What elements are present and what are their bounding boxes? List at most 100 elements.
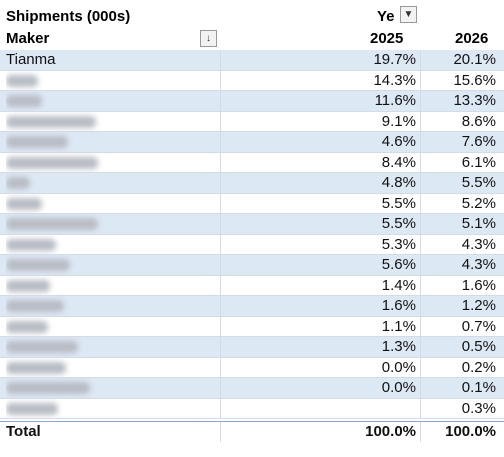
table-cell — [6, 71, 220, 91]
blurred-name — [6, 136, 68, 148]
total-cell: 100.0% — [220, 422, 420, 442]
table-cell: 13.3% — [420, 91, 504, 111]
table-cell: 5.3% — [220, 234, 420, 254]
table-cell: 15.6% — [420, 70, 504, 90]
blurred-name — [6, 218, 98, 230]
table-row: 1.1% 0.7% — [0, 316, 504, 337]
blurred-name — [6, 238, 56, 251]
table-cell: 5.2% — [420, 193, 504, 213]
table-cell: 19.7% — [220, 50, 420, 70]
blurred-name — [6, 402, 58, 415]
blurred-name — [6, 197, 42, 210]
table-row: 9.1% 8.6% — [0, 111, 504, 132]
table-cell — [6, 153, 220, 173]
blurred-name — [6, 259, 70, 271]
table-cell: 5.5% — [220, 193, 420, 213]
blurred-name — [6, 382, 90, 394]
table-cell: 4.3% — [420, 255, 504, 275]
table-cell: 1.2% — [420, 296, 504, 316]
table-title: Shipments (000s) — [6, 8, 131, 25]
table-cell: 8.6% — [420, 111, 504, 131]
table-cell — [6, 194, 220, 214]
table-cell: 4.8% — [220, 173, 420, 193]
blurred-name — [6, 279, 50, 292]
table-row: 8.4% 6.1% — [0, 152, 504, 173]
table-row: 14.3% 15.6% — [0, 70, 504, 91]
table-row: 0.3% — [0, 398, 504, 419]
blurred-name — [6, 300, 64, 312]
table-cell: 1.4% — [220, 275, 420, 295]
table-cell — [6, 235, 220, 255]
table-cell: 4.3% — [420, 234, 504, 254]
table-row: 11.6% 13.3% — [0, 91, 504, 112]
filter-button[interactable]: ▼ — [400, 6, 417, 23]
table-cell — [220, 398, 420, 418]
table-cell — [6, 276, 220, 296]
blurred-name — [6, 74, 38, 87]
table-cell — [6, 112, 220, 132]
table-cell: 9.1% — [220, 111, 420, 131]
table-cell: 0.1% — [420, 378, 504, 398]
table-row: 1.4% 1.6% — [0, 275, 504, 296]
table-cell: 1.3% — [220, 337, 420, 357]
table-cell: 0.3% — [420, 398, 504, 418]
table-row: 0.0% 0.2% — [0, 357, 504, 378]
table-cell — [6, 173, 220, 193]
table-row: 5.6% 4.3% — [0, 255, 504, 276]
table-cell — [6, 91, 220, 111]
row-label: Tianma — [6, 51, 56, 68]
table-row: 5.5% 5.1% — [0, 214, 504, 235]
table-cell: 0.0% — [220, 357, 420, 377]
table-row: 4.8% 5.5% — [0, 173, 504, 194]
table-cell: 0.2% — [420, 357, 504, 377]
table-cell: 0.0% — [220, 378, 420, 398]
table-cell: 5.5% — [220, 214, 420, 234]
table-row: 4.6% 7.6% — [0, 132, 504, 153]
column-header: 2025 — [370, 30, 404, 47]
table-cell: 1.6% — [220, 296, 420, 316]
table-cell: 0.5% — [420, 337, 504, 357]
table-cell — [6, 378, 220, 398]
total-cell: 100.0% — [420, 422, 504, 442]
table-row: 1.3% 0.5% — [0, 337, 504, 358]
total-label: Total — [6, 423, 41, 440]
table-cell: 6.1% — [420, 152, 504, 172]
blurred-name — [6, 156, 98, 169]
blurred-name — [6, 320, 48, 333]
table-row: Tianma 19.7% 20.1% — [0, 50, 504, 71]
table-cell: 5.1% — [420, 214, 504, 234]
table-cell: 5.6% — [220, 255, 420, 275]
table-row: 1.6% 1.2% — [0, 296, 504, 317]
blurred-name — [6, 115, 96, 128]
blurred-name — [6, 341, 78, 353]
blurred-name — [6, 177, 30, 189]
blurred-name — [6, 361, 66, 374]
table-cell: 4.6% — [220, 132, 420, 152]
table-cell — [6, 214, 220, 234]
total-row: Total 100.0% 100.0% — [0, 421, 504, 442]
table-cell: 5.5% — [420, 173, 504, 193]
table-cell — [6, 358, 220, 378]
table-row: 0.0% 0.1% — [0, 378, 504, 399]
blurred-name — [6, 95, 42, 107]
row-field-label: Maker — [6, 30, 50, 47]
table-cell — [6, 255, 220, 275]
column-header: 2026 — [455, 30, 489, 47]
table-row: 5.3% 4.3% — [0, 234, 504, 255]
table-row: 5.5% 5.2% — [0, 193, 504, 214]
table-cell — [6, 296, 220, 316]
column-field-label: Ye — [377, 8, 395, 25]
table-cell: 1.6% — [420, 275, 504, 295]
table-cell — [6, 337, 220, 357]
table-cell — [6, 132, 220, 152]
table-cell: 11.6% — [220, 91, 420, 111]
table-cell — [6, 399, 220, 419]
table-cell: 0.7% — [420, 316, 504, 336]
table-cell — [6, 317, 220, 337]
table-cell: 1.1% — [220, 316, 420, 336]
sort-button[interactable]: ↓ — [200, 30, 217, 47]
table-cell: 14.3% — [220, 70, 420, 90]
table-cell: 7.6% — [420, 132, 504, 152]
table-cell: 20.1% — [420, 50, 504, 70]
